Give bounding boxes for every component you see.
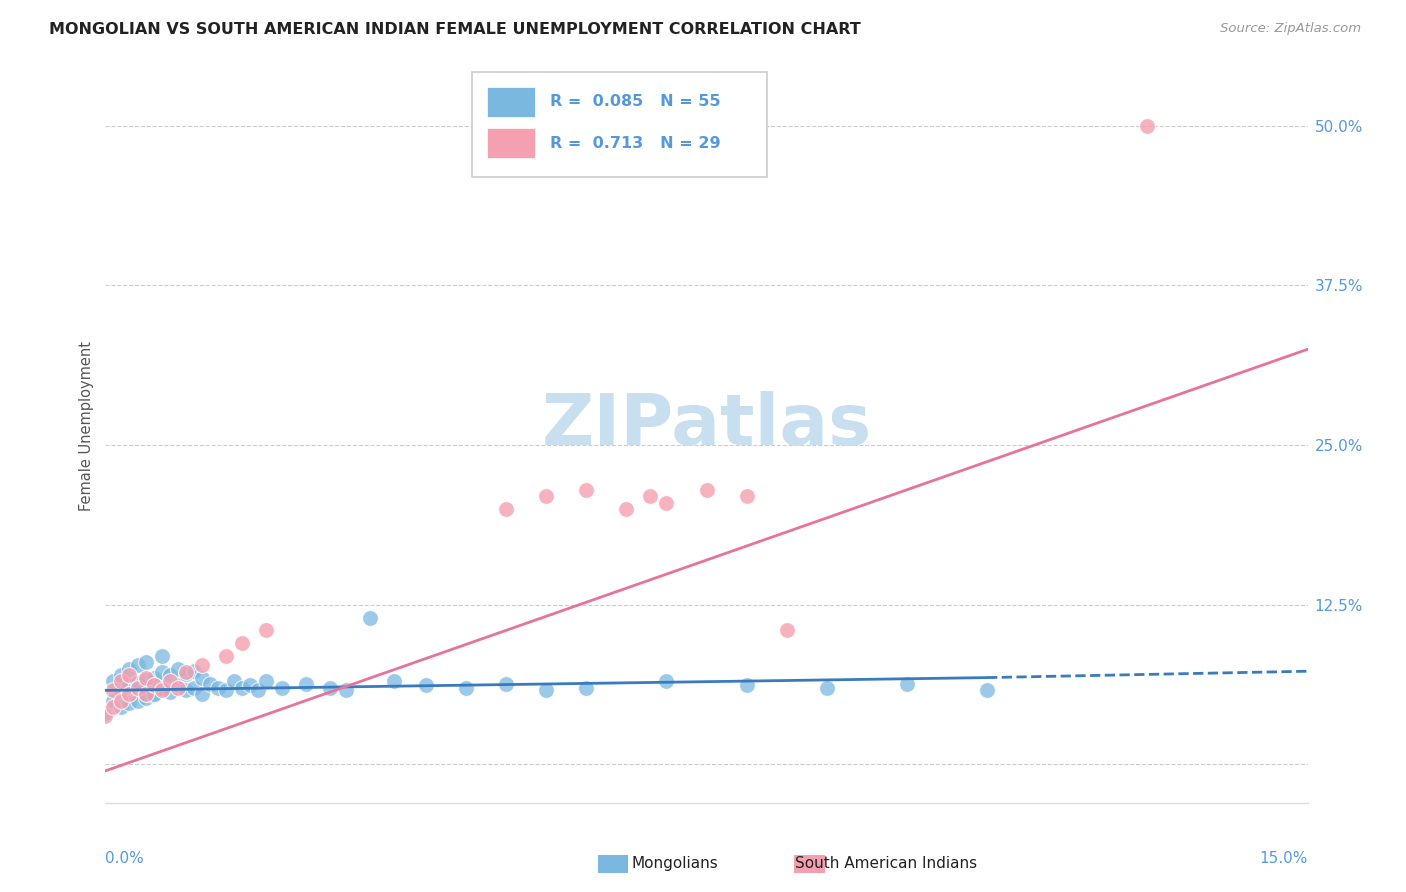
Point <box>1136 119 1159 133</box>
Point <box>110 700 132 714</box>
Point <box>150 665 173 680</box>
Point <box>127 693 149 707</box>
Point <box>150 681 173 695</box>
Point <box>135 687 157 701</box>
Point <box>110 693 132 707</box>
Text: MONGOLIAN VS SOUTH AMERICAN INDIAN FEMALE UNEMPLOYMENT CORRELATION CHART: MONGOLIAN VS SOUTH AMERICAN INDIAN FEMAL… <box>49 22 860 37</box>
Point <box>198 677 221 691</box>
Point <box>254 674 277 689</box>
Point <box>534 489 557 503</box>
Point <box>103 674 125 689</box>
Text: South American Indians: South American Indians <box>794 856 977 871</box>
Point <box>239 678 262 692</box>
Point <box>616 502 638 516</box>
Point <box>159 668 181 682</box>
Point <box>696 483 718 497</box>
Point <box>135 673 157 688</box>
Point <box>166 678 188 692</box>
Point <box>118 668 141 682</box>
Point <box>896 677 918 691</box>
Point <box>295 677 318 691</box>
Point <box>190 657 212 672</box>
Point <box>319 681 342 695</box>
Point <box>222 674 245 689</box>
Point <box>183 664 205 678</box>
Point <box>270 681 292 695</box>
Point <box>815 681 838 695</box>
Point <box>454 681 477 695</box>
Point <box>174 683 197 698</box>
Point <box>103 693 125 707</box>
FancyBboxPatch shape <box>486 128 534 159</box>
Text: R =  0.713   N = 29: R = 0.713 N = 29 <box>550 136 721 151</box>
Point <box>207 681 229 695</box>
Point <box>135 655 157 669</box>
Point <box>335 683 357 698</box>
Point <box>159 674 181 689</box>
Point <box>640 489 662 503</box>
Text: R =  0.085   N = 55: R = 0.085 N = 55 <box>550 95 721 110</box>
Text: ZIPatlas: ZIPatlas <box>541 392 872 460</box>
Text: 15.0%: 15.0% <box>1260 851 1308 866</box>
FancyBboxPatch shape <box>472 71 766 178</box>
Point <box>183 681 205 695</box>
Point <box>534 683 557 698</box>
Point <box>735 489 758 503</box>
Point <box>359 610 381 624</box>
FancyBboxPatch shape <box>486 87 534 117</box>
Point <box>142 687 165 701</box>
Point <box>415 678 437 692</box>
Point <box>254 624 277 638</box>
Point <box>142 678 165 692</box>
Text: Mongolians: Mongolians <box>631 856 718 871</box>
Point <box>495 677 517 691</box>
Text: Source: ZipAtlas.com: Source: ZipAtlas.com <box>1220 22 1361 36</box>
Point <box>135 691 157 706</box>
Point <box>159 684 181 698</box>
Point <box>142 671 165 685</box>
Point <box>174 665 197 680</box>
Point <box>231 681 253 695</box>
Point <box>166 681 188 695</box>
Point <box>166 662 188 676</box>
Point <box>110 683 132 698</box>
Point <box>495 502 517 516</box>
Point <box>118 662 141 676</box>
Point <box>231 636 253 650</box>
Point <box>214 683 236 698</box>
Point <box>127 675 149 690</box>
Point <box>382 674 405 689</box>
Point <box>135 671 157 685</box>
Point <box>127 657 149 672</box>
Point <box>150 683 173 698</box>
Point <box>110 674 132 689</box>
Point <box>118 687 141 701</box>
Point <box>127 681 149 695</box>
Point <box>735 678 758 692</box>
Point <box>103 683 125 698</box>
Point <box>94 706 117 721</box>
Point <box>575 483 598 497</box>
Point <box>655 495 678 509</box>
Point <box>118 696 141 710</box>
Point <box>174 666 197 681</box>
Point <box>776 624 799 638</box>
Point <box>575 681 598 695</box>
Y-axis label: Female Unemployment: Female Unemployment <box>79 341 94 511</box>
Point <box>142 689 165 703</box>
Point <box>94 709 117 723</box>
Point <box>214 648 236 663</box>
Text: 0.0%: 0.0% <box>105 851 145 866</box>
Point <box>190 671 212 685</box>
Point <box>190 687 212 701</box>
Point <box>655 674 678 689</box>
Point <box>110 668 132 682</box>
Point <box>976 683 998 698</box>
Point <box>150 648 173 663</box>
Point <box>103 700 125 714</box>
Point <box>246 683 269 698</box>
Point <box>118 678 141 692</box>
